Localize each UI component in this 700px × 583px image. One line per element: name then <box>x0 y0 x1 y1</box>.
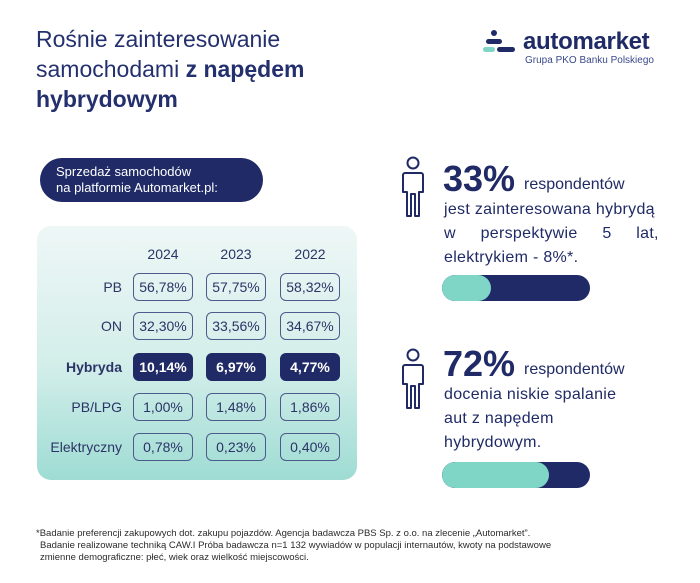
stat-2-line-1: docenia niskie spalanie <box>444 386 617 403</box>
table-cell: 34,67% <box>280 312 340 340</box>
footnote-line-3: zmienne demograficzne: płeć, wiek oraz w… <box>40 552 309 563</box>
footnote-line-1: *Badanie preferencji zakupowych dot. zak… <box>36 528 531 539</box>
table-cell-highlight: 10,14% <box>133 353 193 381</box>
table-cell: 1,86% <box>280 393 340 421</box>
table-cell: 57,75% <box>206 273 266 301</box>
table-cell: 58,32% <box>280 273 340 301</box>
logo-name: automarket <box>523 28 650 55</box>
year-header-2024: 2024 <box>147 246 179 262</box>
year-header-2023: 2023 <box>220 246 252 262</box>
logo-mark-icon <box>483 30 517 56</box>
stat-2-progress-bar <box>442 462 590 488</box>
headline-line-2: samochodami z napędem <box>36 54 366 84</box>
row-label-hybryda: Hybryda <box>65 359 122 375</box>
stat-2-value: 72% <box>443 343 516 384</box>
table-cell: 32,30% <box>133 312 193 340</box>
headline-line-3-bold: hybrydowym <box>36 86 178 112</box>
table-cell: 1,48% <box>206 393 266 421</box>
stat-1-line-1: jest zainteresowana hybrydą <box>444 201 655 218</box>
row-label-elektryczny: Elektryczny <box>50 439 122 455</box>
headline-line-1: Rośnie zainteresowanie <box>36 26 281 52</box>
row-label-pb-lpg: PB/LPG <box>71 399 122 415</box>
sales-table-title: Sprzedaż samochodów na platformie Automa… <box>40 158 263 202</box>
table-cell-highlight: 4,77% <box>280 353 340 381</box>
table-cell: 33,56% <box>206 312 266 340</box>
stat-1-label: respondentów <box>524 176 625 193</box>
logo-subtitle: Grupa PKO Banku Polskiego <box>525 55 654 66</box>
table-cell: 56,78% <box>133 273 193 301</box>
row-label-on: ON <box>101 318 122 334</box>
table-cell-highlight: 6,97% <box>206 353 266 381</box>
stat-2-description: docenia niskie spalanie aut z napędem hy… <box>444 383 674 455</box>
table-cell: 0,23% <box>206 433 266 461</box>
stat-1-description: jest zainteresowana hybrydą w perspektyw… <box>444 198 674 270</box>
table-cell: 0,40% <box>280 433 340 461</box>
stat-2-label: respondentów <box>524 361 625 378</box>
stat-1-line-3: elektrykiem - 8%*. <box>444 249 579 266</box>
stat-2-line-3: hybrydowym. <box>444 434 542 451</box>
person-icon <box>402 156 424 217</box>
stat-1-line-2: w perspektywie 5 lat, <box>444 225 659 242</box>
row-label-pb: PB <box>103 279 122 295</box>
stat-1-progress-bar <box>442 275 590 301</box>
year-header-2022: 2022 <box>294 246 326 262</box>
footnote: *Badanie preferencji zakupowych dot. zak… <box>36 528 636 564</box>
table-cell: 1,00% <box>133 393 193 421</box>
headline-line-2-bold: z napędem <box>185 56 305 82</box>
person-icon <box>402 348 424 409</box>
table-cell: 0,78% <box>133 433 193 461</box>
headline-line-2-regular: samochodami <box>36 56 186 82</box>
stat-2-line-2: aut z napędem <box>444 410 554 427</box>
sales-title-line-1: Sprzedaż samochodów <box>56 164 192 179</box>
headline: Rośnie zainteresowanie samochodami z nap… <box>36 24 366 114</box>
footnote-line-2: Badanie realizowane techniką CAW.I Próba… <box>40 540 552 551</box>
headline-line-3: hybrydowym <box>36 84 366 114</box>
automarket-logo: automarket Grupa PKO Banku Polskiego <box>483 28 673 68</box>
stat-2-progress-fill <box>442 462 549 488</box>
stat-1-progress-fill <box>442 275 491 301</box>
stat-1-value: 33% <box>443 158 516 199</box>
sales-title-line-2: na platformie Automarket.pl: <box>56 180 218 195</box>
